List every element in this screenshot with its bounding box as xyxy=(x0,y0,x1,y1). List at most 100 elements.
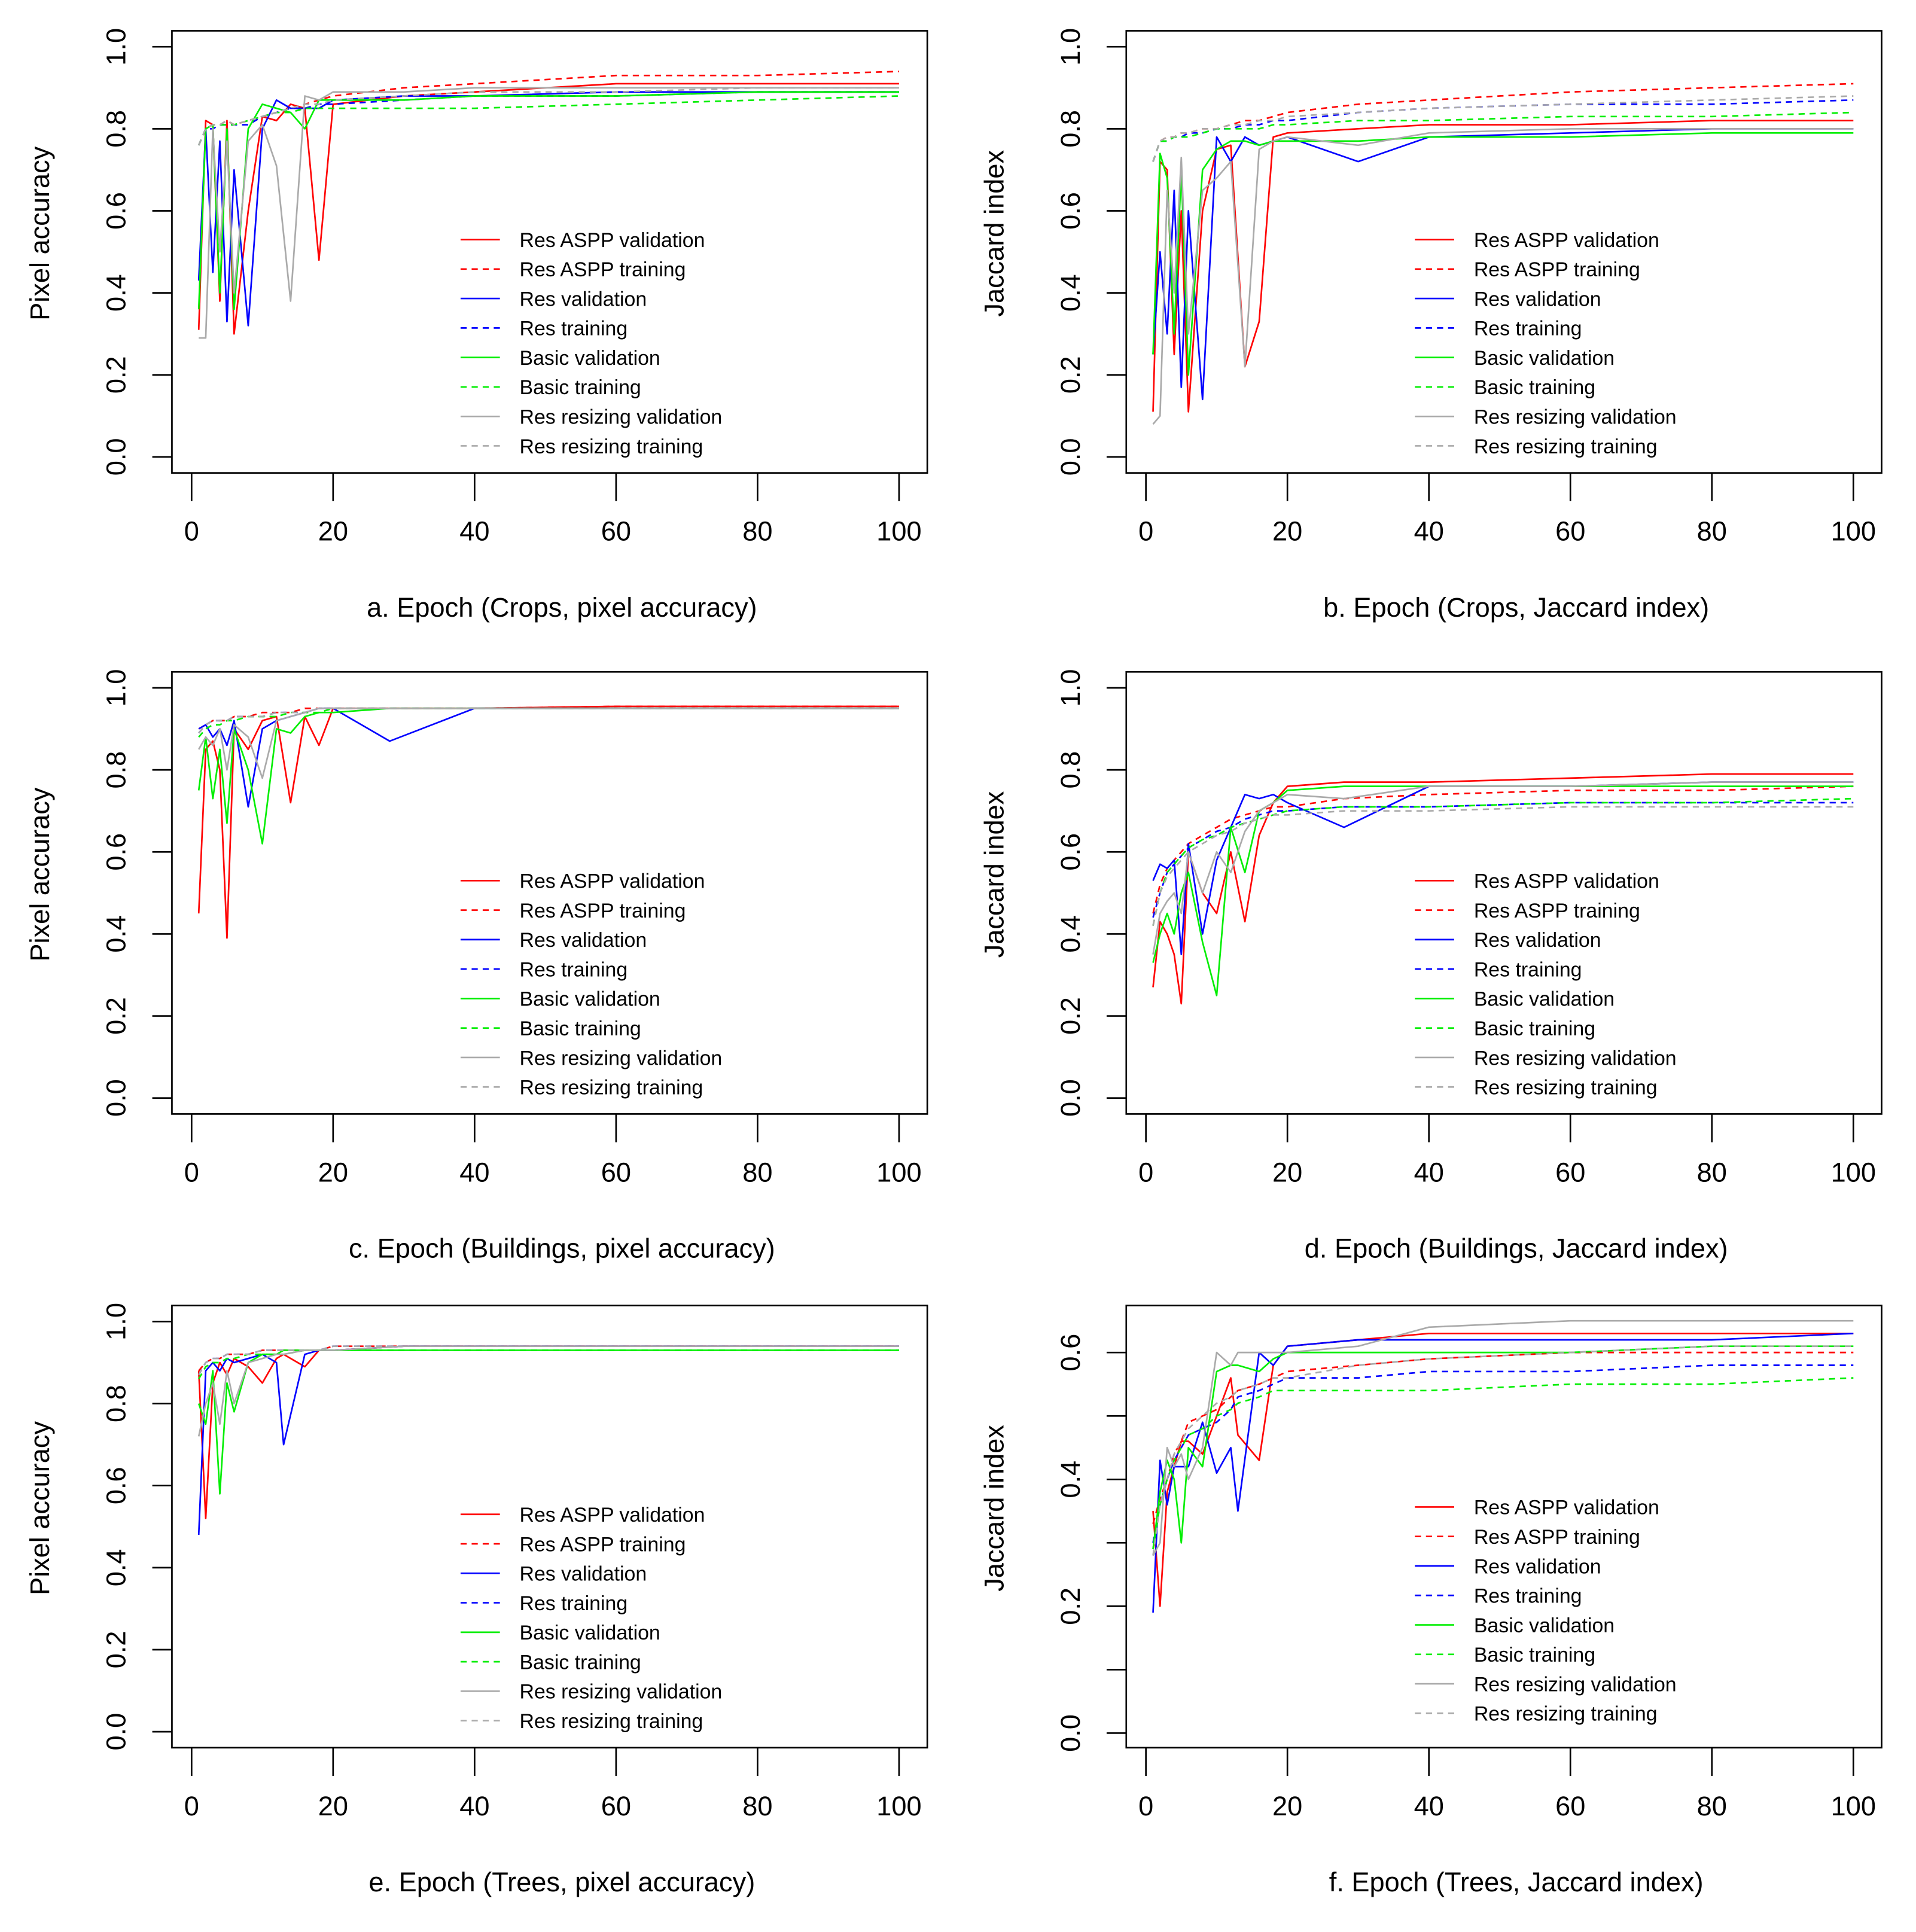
series-line-res-resizing-training xyxy=(1152,95,1854,162)
series-group xyxy=(1152,773,1854,1005)
x-tick-label: 40 xyxy=(459,516,489,547)
legend: Res ASPP validation Res ASPP training Res … xyxy=(460,229,723,458)
legend-label: Basic validation xyxy=(520,988,660,1011)
legend-label: Res ASPP training xyxy=(1474,900,1640,922)
panel-b: 0 20 40 60 80 100 b. Epoch (Crops, Jaccard ind… xyxy=(979,28,1883,623)
legend-label: Basic training xyxy=(1474,376,1595,399)
y-tick-label: 0.4 xyxy=(100,915,131,953)
x-axis-title: b. Epoch (Crops, Jaccard index) xyxy=(1323,592,1709,623)
legend: Res ASPP validation Res ASPP training Res … xyxy=(1415,870,1677,1099)
series-line-res-resizing-training xyxy=(1152,1345,1854,1556)
x-tick-label: 60 xyxy=(1555,516,1585,547)
x-tick-label: 0 xyxy=(184,1157,199,1187)
x-tick-label: 0 xyxy=(1138,1791,1153,1821)
series-line-res-resizing-validation xyxy=(1152,127,1854,425)
legend-label: Basic validation xyxy=(1474,988,1615,1011)
y-tick-label: 0.2 xyxy=(100,997,131,1035)
legend-label: Basic validation xyxy=(520,1622,660,1644)
legend-label: Basic training xyxy=(520,1651,641,1674)
legend-label: Res ASPP training xyxy=(520,900,686,922)
x-tick-label: 100 xyxy=(876,1157,921,1187)
x-tick-label: 60 xyxy=(601,1157,631,1187)
y-axis-title: Pixel accuracy xyxy=(25,787,55,962)
x-tick-label: 100 xyxy=(876,516,921,547)
x-tick-label: 100 xyxy=(1831,1157,1876,1187)
series-line-res-resizing-training xyxy=(198,1345,899,1376)
legend: Res ASPP validation Res ASPP training Res … xyxy=(1415,229,1677,458)
series-line-basic-training xyxy=(197,95,899,146)
legend-label: Res training xyxy=(1474,318,1582,340)
panel-d: 0 20 40 60 80 100 d. Epoch (Buildings, Jaccard… xyxy=(979,669,1883,1264)
panel-c: 0 20 40 60 80 100 c. Epoch (Buildings, pixel a… xyxy=(25,669,928,1264)
legend-label: Basic validation xyxy=(1474,347,1615,370)
y-tick-label: 0.8 xyxy=(100,110,131,148)
y-tick-label: 1.0 xyxy=(1055,28,1086,66)
legend-label: Basic validation xyxy=(520,347,660,370)
y-tick-label: 1.0 xyxy=(100,28,131,66)
legend-label: Res training xyxy=(1474,1585,1582,1608)
y-tick-label: 0.0 xyxy=(1055,1079,1086,1117)
x-tick-label: 20 xyxy=(318,1157,348,1187)
series-line-res-resizing-training xyxy=(197,87,899,146)
legend-label: Res ASPP validation xyxy=(1474,229,1659,252)
legend-label: Basic training xyxy=(1474,1017,1595,1040)
x-tick-label: 40 xyxy=(459,1791,489,1821)
legend-label: Res resizing validation xyxy=(1474,406,1677,429)
y-tick-label: 0.0 xyxy=(100,438,131,476)
legend-label: Res ASPP validation xyxy=(520,229,705,252)
series-line-res-aspp-validation xyxy=(197,1345,899,1519)
legend-label: Res validation xyxy=(520,1563,647,1586)
y-tick-label: 0.6 xyxy=(100,1467,131,1504)
y-tick-label: 0.2 xyxy=(1055,356,1086,394)
x-tick-label: 40 xyxy=(1414,516,1444,547)
x-tick-label: 60 xyxy=(601,516,631,547)
legend-label: Res ASPP training xyxy=(520,1533,686,1556)
series-line-res-training xyxy=(1152,802,1854,918)
series-line-res-resizing-validation xyxy=(199,87,899,339)
legend-label: Res resizing training xyxy=(520,1710,703,1733)
series-line-res-aspp-validation xyxy=(1152,773,1854,1005)
x-tick-label: 60 xyxy=(1555,1791,1585,1821)
series-line-basic-validation xyxy=(197,1349,899,1495)
x-tick-label: 80 xyxy=(1697,516,1727,547)
legend-label: Res ASPP validation xyxy=(520,1504,705,1526)
x-axis-title: c. Epoch (Buildings, pixel accuracy) xyxy=(349,1233,775,1264)
y-tick-label: 0.8 xyxy=(100,1385,131,1422)
x-tick-label: 40 xyxy=(1414,1791,1444,1821)
legend-label: Res ASPP training xyxy=(520,258,686,281)
y-axis-title: Jaccard index xyxy=(979,1425,1009,1592)
series-line-basic-training xyxy=(1152,1377,1854,1550)
legend-label: Basic training xyxy=(520,376,641,399)
x-tick-label: 0 xyxy=(1138,516,1153,547)
y-axis-title: Pixel accuracy xyxy=(25,1421,55,1596)
legend-label: Res resizing validation xyxy=(520,406,723,429)
y-tick-label: 0.2 xyxy=(100,356,131,394)
legend-label: Res ASPP training xyxy=(1474,258,1640,281)
legend-label: Res resizing training xyxy=(1474,435,1658,458)
x-tick-label: 100 xyxy=(1831,1791,1876,1821)
series-line-basic-training xyxy=(198,1349,899,1380)
legend-label: Res resizing validation xyxy=(1474,1047,1677,1069)
legend-label: Res validation xyxy=(1474,1555,1601,1578)
legend-label: Res resizing training xyxy=(1474,1077,1658,1099)
legend-label: Res ASPP validation xyxy=(1474,1497,1659,1519)
series-line-res-aspp-training xyxy=(1152,83,1854,162)
series-group xyxy=(1152,83,1854,425)
y-tick-label: 0.4 xyxy=(100,274,131,312)
x-tick-label: 80 xyxy=(1697,1791,1727,1821)
x-axis-title: e. Epoch (Trees, pixel accuracy) xyxy=(368,1867,755,1897)
y-tick-label: 0.2 xyxy=(1055,1587,1086,1625)
series-line-res-validation xyxy=(1152,1332,1854,1613)
x-tick-label: 40 xyxy=(1414,1157,1444,1187)
series-line-basic-validation xyxy=(1152,1345,1854,1550)
legend-label: Res validation xyxy=(520,929,647,952)
legend-label: Res validation xyxy=(1474,288,1601,310)
x-tick-label: 100 xyxy=(876,1791,921,1821)
x-tick-label: 60 xyxy=(601,1791,631,1821)
y-tick-label: 1.0 xyxy=(100,669,131,707)
legend: Res ASPP validation Res ASPP training Res … xyxy=(460,1504,722,1733)
y-axis-title: Pixel accuracy xyxy=(25,146,55,321)
x-tick-label: 20 xyxy=(318,1791,348,1821)
x-tick-label: 40 xyxy=(459,1157,489,1187)
legend: Res ASPP validation Res ASPP training Res … xyxy=(1415,1497,1677,1726)
